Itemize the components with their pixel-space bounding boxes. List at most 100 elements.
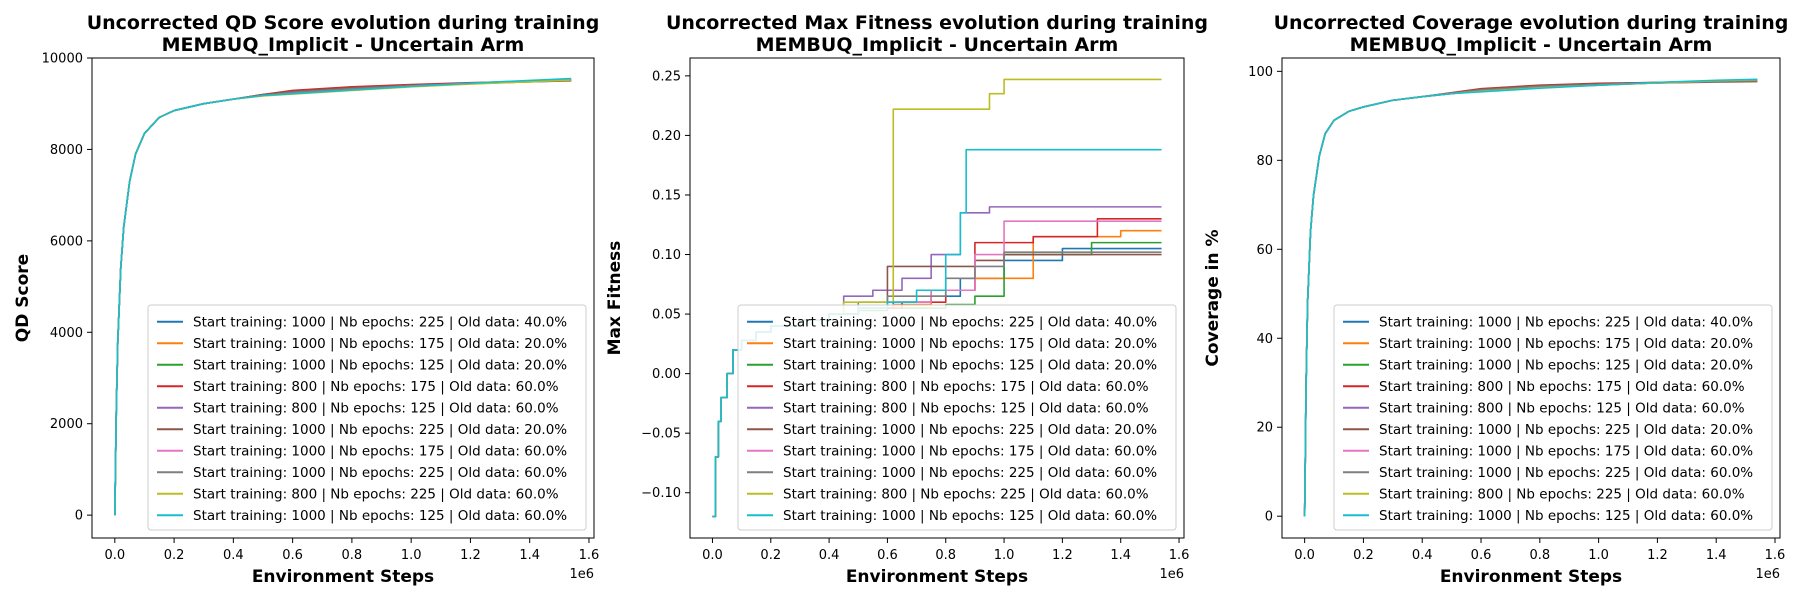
y-tick-label: 100 — [1248, 65, 1273, 80]
y-axis-label: Coverage in % — [1203, 229, 1223, 366]
series-line-10 — [114, 77, 572, 516]
legend-label: Start training: 1000 | Nb epochs: 225 | … — [193, 465, 567, 481]
x-axis-label: Environment Steps — [252, 567, 434, 587]
legend-label: Start training: 1000 | Nb epochs: 175 | … — [1379, 443, 1753, 459]
x-tick-label: 0.8 — [1529, 548, 1550, 563]
legend-label: Start training: 800 | Nb epochs: 175 | O… — [1379, 379, 1745, 395]
y-tick-label: 10000 — [42, 52, 83, 67]
x-tick-label: 0.0 — [702, 548, 723, 563]
x-tick-label: 0.2 — [1353, 548, 1374, 563]
x-tick-label: 0.6 — [282, 548, 303, 563]
y-tick-label: 0.00 — [652, 367, 681, 382]
x-tick-label: 1.2 — [460, 548, 481, 563]
legend-label: Start training: 1000 | Nb epochs: 225 | … — [783, 314, 1157, 330]
x-tick-label: 0.6 — [877, 548, 898, 563]
legend-label: Start training: 800 | Nb epochs: 125 | O… — [1379, 400, 1745, 416]
legend-label: Start training: 1000 | Nb epochs: 225 | … — [783, 465, 1157, 481]
x-tick-label: 1.2 — [1052, 548, 1073, 563]
y-tick-label: 4000 — [50, 326, 83, 341]
x-tick-label: 1.4 — [1706, 548, 1727, 563]
chart-panel-1: Uncorrected QD Score evolution during tr… — [13, 12, 599, 587]
y-tick-label: −0.05 — [641, 427, 681, 442]
chart-title-line-2: MEMBUQ_Implicit - Uncertain Arm — [1350, 34, 1713, 56]
legend-label: Start training: 1000 | Nb epochs: 225 | … — [1379, 465, 1753, 481]
y-axis-label: Max Fitness — [605, 241, 625, 356]
legend-label: Start training: 1000 | Nb epochs: 175 | … — [1379, 336, 1753, 352]
legend-box — [737, 304, 1177, 531]
chart-title-line-1: Uncorrected QD Score evolution during tr… — [87, 12, 600, 34]
legend-label: Start training: 1000 | Nb epochs: 125 | … — [783, 357, 1157, 373]
x-tick-label: 1.0 — [994, 548, 1015, 563]
legend-box — [147, 304, 587, 531]
y-tick-label: −0.10 — [641, 486, 681, 501]
x-offset-label: 1e6 — [1755, 567, 1780, 582]
y-tick-label: 0.15 — [652, 188, 681, 203]
y-tick-label: 0.25 — [652, 69, 681, 84]
legend-label: Start training: 800 | Nb epochs: 225 | O… — [1379, 486, 1745, 502]
legend-label: Start training: 800 | Nb epochs: 175 | O… — [783, 379, 1149, 395]
x-tick-label: 0.4 — [223, 548, 244, 563]
x-axis-label: Environment Steps — [846, 567, 1028, 587]
legend-label: Start training: 1000 | Nb epochs: 225 | … — [193, 422, 567, 438]
y-axis-label: QD Score — [13, 254, 33, 342]
x-tick-label: 1.6 — [1765, 548, 1786, 563]
legend-label: Start training: 800 | Nb epochs: 225 | O… — [783, 486, 1149, 502]
y-tick-label: 0.05 — [652, 308, 681, 323]
y-tick-label: 0.10 — [652, 248, 681, 263]
chart-title-line-2: MEMBUQ_Implicit - Uncertain Arm — [756, 34, 1119, 56]
legend-box — [1333, 304, 1773, 531]
legend-label: Start training: 1000 | Nb epochs: 125 | … — [193, 357, 567, 373]
y-tick-label: 40 — [1256, 332, 1273, 347]
plot-frame — [1281, 57, 1781, 539]
chart-panel-2: Uncorrected Max Fitness evolution during… — [605, 12, 1208, 587]
y-tick-label: 8000 — [50, 143, 83, 158]
y-tick-label: 80 — [1256, 154, 1273, 169]
x-axis-label: Environment Steps — [1440, 567, 1622, 587]
x-tick-label: 0.2 — [760, 548, 781, 563]
legend-label: Start training: 1000 | Nb epochs: 125 | … — [193, 508, 567, 524]
legend: Start training: 1000 | Nb epochs: 225 | … — [737, 304, 1177, 531]
plot-frame — [689, 57, 1185, 539]
y-tick-label: 6000 — [50, 234, 83, 249]
y-tick-label: 0 — [1265, 510, 1273, 525]
legend-label: Start training: 1000 | Nb epochs: 125 | … — [783, 508, 1157, 524]
legend-label: Start training: 1000 | Nb epochs: 175 | … — [783, 443, 1157, 459]
legend-label: Start training: 1000 | Nb epochs: 225 | … — [193, 314, 567, 330]
y-tick-label: 60 — [1256, 243, 1273, 258]
legend-label: Start training: 800 | Nb epochs: 225 | O… — [193, 486, 559, 502]
legend: Start training: 1000 | Nb epochs: 225 | … — [1333, 304, 1773, 531]
legend-label: Start training: 1000 | Nb epochs: 175 | … — [193, 336, 567, 352]
chart-title-line-1: Uncorrected Coverage evolution during tr… — [1274, 12, 1789, 34]
legend-label: Start training: 1000 | Nb epochs: 125 | … — [1379, 357, 1753, 373]
x-tick-label: 1.0 — [401, 548, 422, 563]
x-tick-label: 0.6 — [1471, 548, 1492, 563]
x-tick-label: 0.8 — [342, 548, 363, 563]
chart-title-line-2: MEMBUQ_Implicit - Uncertain Arm — [162, 34, 525, 56]
x-tick-label: 0.0 — [104, 548, 125, 563]
legend-label: Start training: 800 | Nb epochs: 125 | O… — [193, 400, 559, 416]
y-tick-label: 0 — [75, 509, 83, 524]
x-tick-label: 0.0 — [1294, 548, 1315, 563]
y-tick-label: 2000 — [50, 417, 83, 432]
series-line-10 — [1303, 78, 1758, 517]
legend-label: Start training: 1000 | Nb epochs: 225 | … — [1379, 314, 1753, 330]
y-tick-label: 0.20 — [652, 129, 681, 144]
x-tick-label: 1.4 — [1110, 548, 1131, 563]
x-tick-label: 0.8 — [935, 548, 956, 563]
x-tick-label: 0.4 — [819, 548, 840, 563]
x-tick-label: 1.0 — [1588, 548, 1609, 563]
legend-label: Start training: 800 | Nb epochs: 175 | O… — [193, 379, 559, 395]
x-tick-label: 1.4 — [519, 548, 540, 563]
chart-panel-3: Uncorrected Coverage evolution during tr… — [1203, 12, 1788, 587]
legend-label: Start training: 800 | Nb epochs: 125 | O… — [783, 400, 1149, 416]
x-offset-label: 1e6 — [569, 567, 594, 582]
legend-label: Start training: 1000 | Nb epochs: 175 | … — [193, 443, 567, 459]
x-offset-label: 1e6 — [1159, 567, 1184, 582]
legend-label: Start training: 1000 | Nb epochs: 125 | … — [1379, 508, 1753, 524]
legend-label: Start training: 1000 | Nb epochs: 175 | … — [783, 336, 1157, 352]
plot-frame — [91, 57, 595, 539]
x-tick-label: 0.2 — [164, 548, 185, 563]
chart-title-line-1: Uncorrected Max Fitness evolution during… — [666, 12, 1208, 34]
y-tick-label: 20 — [1256, 421, 1273, 436]
